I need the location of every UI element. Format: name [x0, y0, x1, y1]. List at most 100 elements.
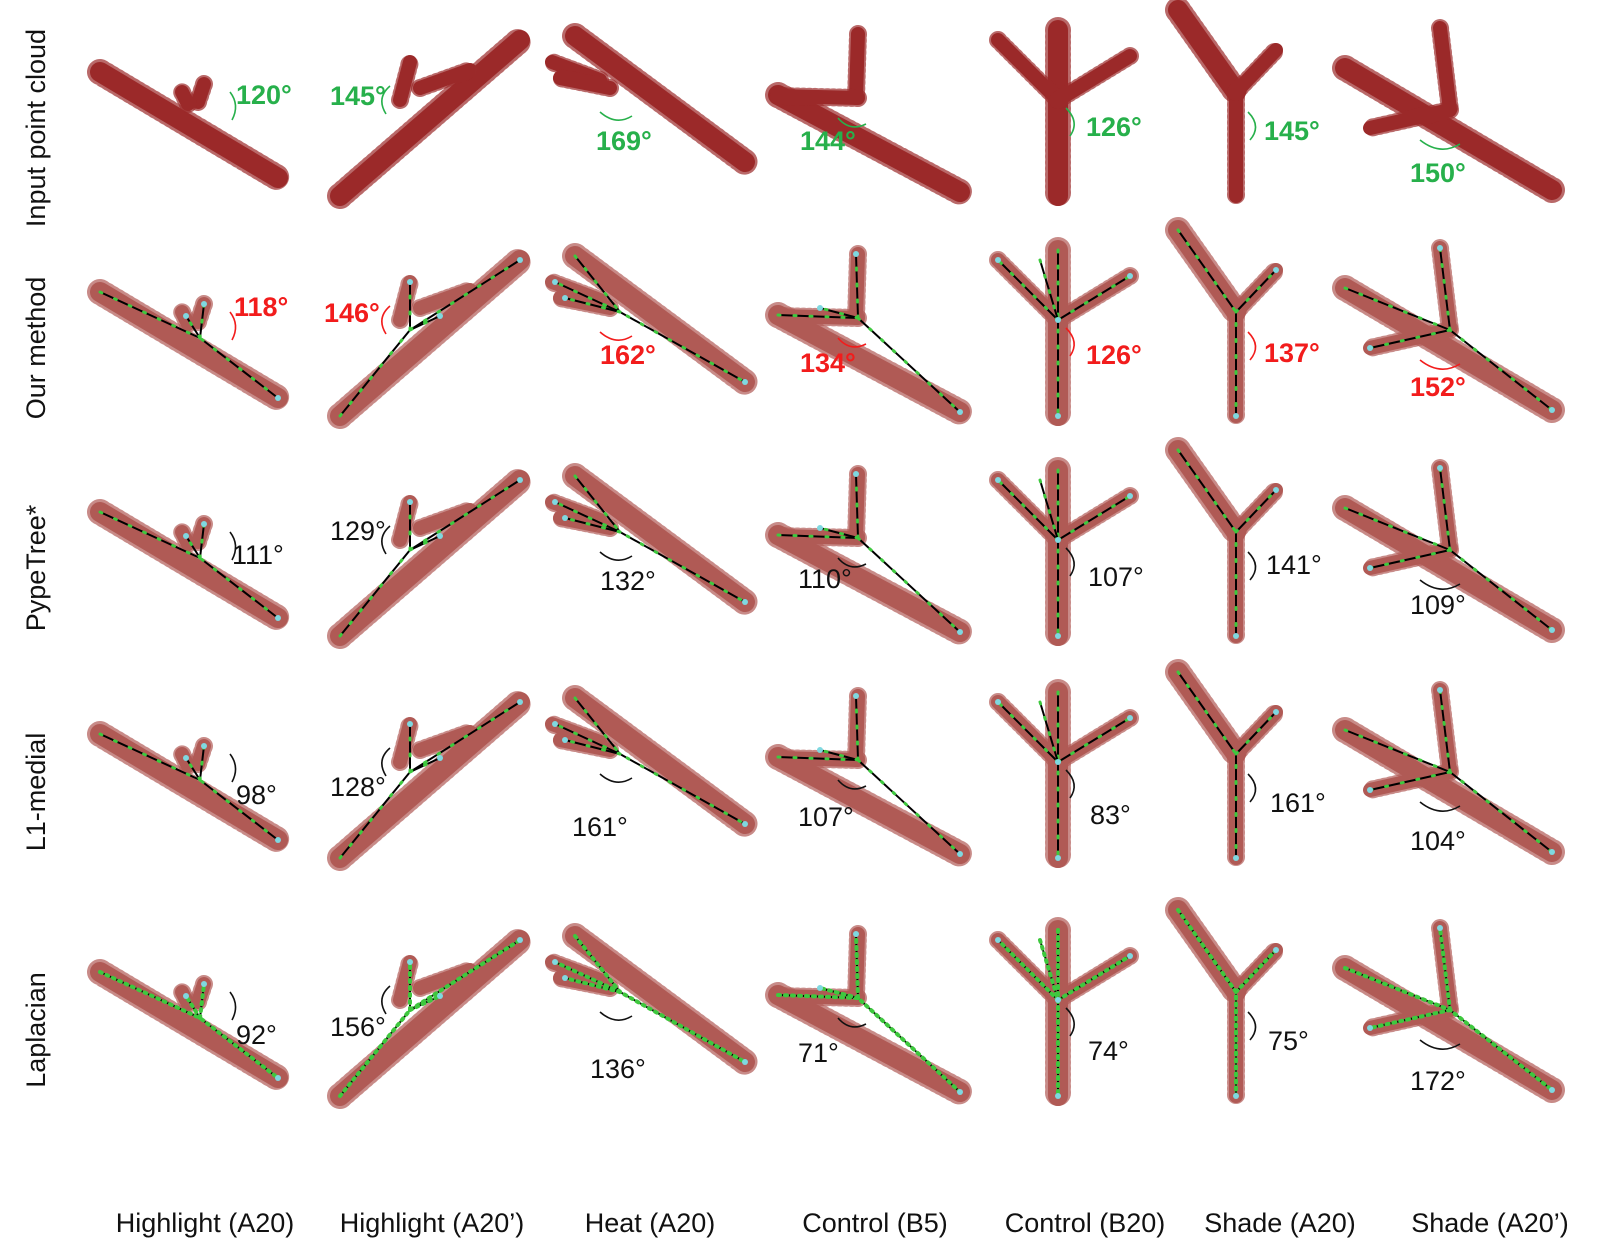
point-cloud-speckle [1332, 955, 1565, 1103]
angle-arc [229, 531, 237, 561]
skeleton-nodes [1368, 1008, 1452, 1030]
angle-label: 144° [800, 126, 856, 156]
point-cloud-speckle [327, 689, 533, 871]
endpoint-node [1437, 465, 1443, 471]
endpoint-node [817, 985, 823, 991]
angle-arc [837, 337, 867, 348]
endpoint-node [742, 379, 748, 385]
skeleton-nodes [563, 296, 622, 314]
angle-arc [1247, 111, 1257, 141]
angle-label: 118° [234, 292, 288, 322]
angle-arc [1247, 1011, 1257, 1041]
branch-panel: 107° [765, 687, 973, 867]
skeleton-nodes [818, 306, 860, 320]
column-label-shade-a20: Shade (A20) [1204, 1208, 1356, 1238]
endpoint-node [562, 737, 568, 743]
point-cloud-speckle [391, 715, 419, 771]
point-cloud-speckle [411, 501, 479, 537]
point-cloud-speckle [1431, 19, 1459, 119]
skeleton-line [1369, 549, 1451, 569]
branch-panel: 152° [1332, 239, 1565, 423]
endpoint-node [1055, 413, 1061, 419]
branch-panel: 75° [1165, 897, 1309, 1105]
skeleton-nodes [98, 290, 280, 400]
skeleton-nodes [854, 932, 860, 1000]
point-cloud-speckle [391, 53, 419, 109]
row-label-input: Input point cloud [21, 29, 51, 227]
branch-panel: 136° [543, 923, 758, 1084]
branch-panel: 126° [989, 17, 1142, 209]
branch-panel: 104° [1332, 681, 1565, 865]
point-cloud-speckle [391, 273, 419, 329]
branch-panel: 74° [989, 917, 1139, 1109]
endpoint-node [407, 721, 413, 727]
angle-arc [1419, 579, 1461, 590]
endpoint-node [275, 395, 281, 401]
angle-arc [381, 525, 391, 555]
angle-label: 145° [330, 81, 386, 111]
angle-arc [837, 779, 867, 790]
point-cloud-speckle [327, 247, 533, 429]
column-label-control-b5: Control (B5) [802, 1208, 948, 1238]
branch-panel: 128° [327, 689, 533, 871]
panel-row-5: 92° 156° 136° 71° 74° 75° 172° [87, 897, 1565, 1109]
branch-panel: 156° [327, 927, 533, 1109]
endpoint-node [552, 499, 558, 505]
angle-arc [381, 747, 391, 777]
skeleton-nodes [98, 510, 280, 620]
endpoint-node [1055, 855, 1061, 861]
point-cloud-speckle [765, 302, 973, 425]
endpoint-node [517, 937, 523, 943]
endpoint-node [275, 837, 281, 843]
skeleton-line [185, 757, 201, 781]
angle-label: 126° [1086, 112, 1142, 142]
point-cloud-speckle [1332, 55, 1565, 203]
endpoint-node [1055, 997, 1061, 1003]
skeleton-line [997, 479, 1059, 541]
angle-arc [1419, 1039, 1461, 1050]
angle-label: 137° [1264, 338, 1320, 368]
angle-label: 107° [1088, 562, 1144, 592]
angle-arc [599, 773, 633, 783]
angle-label: 172° [1410, 1066, 1466, 1096]
point-cloud-speckle [411, 281, 479, 317]
point-cloud-speckle [87, 59, 291, 191]
branch-panel: 145° [327, 27, 533, 209]
branch-panel: 71° [765, 925, 973, 1105]
branch-panel: 107° [989, 457, 1144, 649]
angle-label: 141° [1266, 550, 1322, 580]
branch-panel: 144° [765, 25, 973, 205]
angle-arc [837, 117, 867, 128]
skeleton-nodes [98, 732, 280, 842]
skeleton-nodes [1176, 670, 1238, 860]
endpoint-node [517, 477, 523, 483]
panels: 120° 145° 169° 144° 126° 145° 150° 118° 146° 162°… [87, 0, 1565, 1109]
endpoint-node [517, 257, 523, 263]
skeleton-line [1439, 467, 1451, 551]
point-cloud-speckle [765, 982, 973, 1105]
angle-label: 104° [1410, 826, 1466, 856]
branch-panel: 120° [87, 59, 292, 191]
endpoint-node [437, 755, 443, 761]
panel-row-2: 118° 146° 162° 134° 126° 137° 152° [87, 217, 1565, 429]
point-cloud-speckle [87, 959, 291, 1091]
skeleton-line [554, 501, 621, 533]
endpoint-node [201, 743, 207, 749]
skeleton-line [554, 723, 621, 755]
endpoint-node [275, 615, 281, 621]
endpoint-node [552, 959, 558, 965]
skeleton-nodes [818, 526, 860, 540]
angle-label: 128° [330, 772, 386, 802]
column-label-heat-a20: Heat (A20) [585, 1208, 716, 1238]
endpoint-node [1437, 245, 1443, 251]
angle-label: 136° [590, 1054, 646, 1084]
endpoint-node [562, 975, 568, 981]
skeleton-line [997, 259, 1059, 321]
skeleton-nodes [1038, 478, 1060, 542]
endpoint-node [1367, 787, 1373, 793]
endpoint-node [1367, 345, 1373, 351]
endpoint-node [407, 499, 413, 505]
branch-panel: 145° [1165, 0, 1320, 205]
angle-arc [1065, 1007, 1075, 1037]
endpoint-node [183, 533, 189, 539]
